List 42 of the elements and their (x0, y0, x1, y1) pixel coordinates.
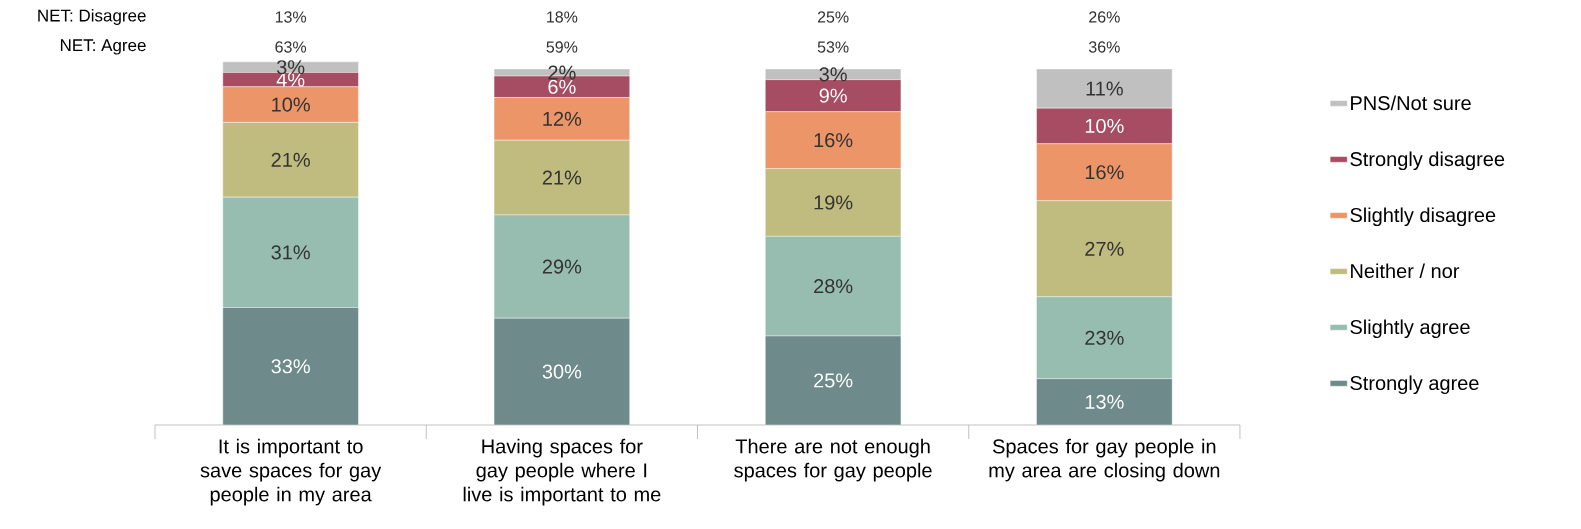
data-label: 11% (1086, 81, 1123, 96)
data-label: 28% (814, 279, 853, 294)
text: 25% (817, 11, 849, 23)
data-label: 21% (271, 152, 310, 167)
data-label: 12% (543, 111, 582, 126)
x-tick-label: There are not enough spaces for gay people (734, 438, 932, 482)
text: 18% (547, 11, 578, 23)
data-label: 31% (271, 245, 310, 260)
text: 53% (817, 41, 849, 53)
text: 26% (1089, 11, 1120, 23)
text: NET: Disagree (38, 9, 146, 25)
data-label: 2% (548, 65, 576, 80)
x-tick-label: Spaces for gay people in my area are closing down (989, 438, 1220, 482)
data-label: 33% (271, 359, 310, 374)
legend-label: Neither / nor (1351, 263, 1460, 279)
data-label: 27% (1085, 241, 1124, 256)
data-label: 9% (819, 88, 847, 103)
text: NET: Agree (60, 39, 146, 55)
data-label: 13% (1085, 394, 1124, 409)
legend-label: Strongly agree (1350, 375, 1479, 395)
text: 63% (275, 41, 307, 53)
data-label: 25% (814, 373, 853, 388)
legend-label: Slightly agree (1350, 319, 1470, 339)
data-label: 10% (1085, 118, 1124, 134)
data-label: 21% (542, 170, 582, 185)
data-label: 16% (1085, 165, 1124, 180)
legend-label: Strongly disagree (1350, 151, 1505, 171)
text: 36% (1088, 41, 1120, 53)
text: 59% (546, 41, 578, 53)
data-label: 10% (272, 97, 310, 112)
data-label: 6% (548, 79, 576, 94)
data-label: 19% (814, 195, 853, 210)
data-label: 3% (819, 67, 847, 82)
text: 13% (275, 11, 307, 23)
data-label: 30% (542, 364, 582, 379)
data-label: 16% (814, 133, 853, 148)
legend-label: PNS/Not sure (1351, 95, 1471, 111)
legend-label: Slightly disagree (1350, 207, 1496, 227)
data-label: 29% (542, 259, 582, 274)
x-tick-label: Having spaces for gay people where I live is important to me (463, 438, 661, 506)
x-tick-label: It is important to save spaces for gay people in my area (200, 438, 382, 506)
data-label: 23% (1085, 330, 1124, 345)
